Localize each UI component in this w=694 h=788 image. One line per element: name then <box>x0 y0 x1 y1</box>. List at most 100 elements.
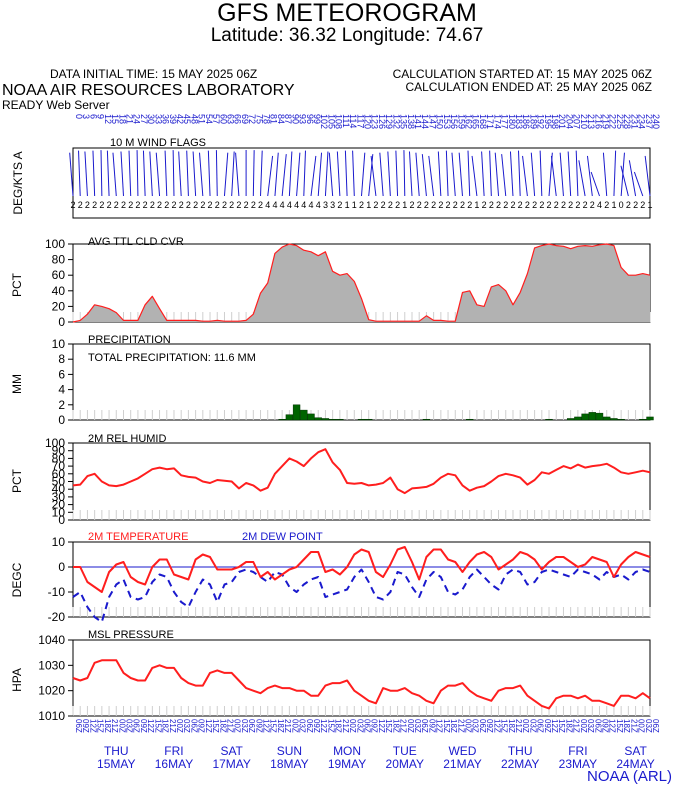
wind-flag <box>336 151 341 197</box>
wind-flag <box>215 150 218 197</box>
utc-hour-label: 21Z <box>572 719 581 733</box>
wind-speed-value: 2 <box>568 200 573 210</box>
utc-hour-label: 03Z <box>471 719 480 733</box>
utc-hour-label: 09Z <box>370 719 379 733</box>
utc-hour-label: 21Z <box>456 719 465 733</box>
location-subtitle: Latitude: 36.32 Longitude: 74.67 <box>210 25 484 46</box>
forecast-hour-label: 48 <box>189 114 199 124</box>
forecast-hour-label: 105 <box>326 114 336 129</box>
calculation-ended: CALCULATION ENDED AT: 25 MAY 2025 06Z <box>405 80 652 94</box>
y-tick-label: 70 <box>52 459 66 473</box>
wind-speed-value: 2 <box>337 200 342 210</box>
wind-flag <box>403 150 406 197</box>
utc-hour-label: 18Z <box>564 719 573 733</box>
dewpoint-point <box>216 601 218 603</box>
date-label: 21MAY <box>443 757 481 771</box>
forecast-hour-label: 147 <box>427 114 437 129</box>
utc-hour-label: 15Z <box>153 719 162 733</box>
forecast-hour-label: 183 <box>514 114 524 129</box>
wind-flag <box>501 154 507 197</box>
cloud-line <box>72 243 651 323</box>
utc-hour-label: 21Z <box>110 719 119 733</box>
wind-speed-value: 4 <box>294 200 299 210</box>
forecast-hour-label: 237 <box>644 114 654 129</box>
utc-hour-label: 12Z <box>435 719 444 733</box>
utc-hour-label: 06Z <box>132 719 141 733</box>
wind-flag <box>231 151 235 197</box>
utc-hour-label: 21Z <box>283 719 292 733</box>
utc-hour-label: 00Z <box>175 719 184 733</box>
day-label: MON <box>333 744 361 758</box>
wind-flag <box>458 152 463 197</box>
forecast-hour-label: 63 <box>225 114 235 124</box>
precip-bar <box>300 409 308 421</box>
utc-hour-label: 18Z <box>334 719 343 733</box>
forecast-hour-label: 228 <box>622 114 632 129</box>
wind-speed-value: 2 <box>114 200 119 210</box>
utc-hour-label: 06Z <box>247 719 256 733</box>
humidity-line <box>72 448 651 495</box>
wind-flag <box>361 152 366 197</box>
forecast-hour-label: 189 <box>528 114 538 129</box>
y-tick-label: 4 <box>58 383 65 397</box>
wind-flag <box>522 155 528 197</box>
dewpoint-point <box>375 596 377 598</box>
calculation-started: CALCULATION STARTED AT: 15 MAY 2025 06Z <box>392 67 652 81</box>
forecast-hour-label: 42 <box>175 114 185 124</box>
forecast-hour-label: 114 <box>348 114 358 128</box>
wind-flag <box>590 171 600 197</box>
wind-speed-value: 1 <box>402 200 407 210</box>
utc-hour-label: 00Z <box>521 719 530 733</box>
humid-panel-frame <box>72 442 651 521</box>
wind-speed-value: 2 <box>424 200 429 210</box>
forecast-hour-label: 198 <box>550 114 560 129</box>
wind-speed-value: 2 <box>208 200 213 210</box>
dewpoint-point <box>101 621 103 623</box>
forecast-hour-label: 204 <box>564 114 574 129</box>
humid-panel-title: 2M REL HUMID <box>88 433 166 445</box>
wind-speed-value: 2 <box>381 200 386 210</box>
precip-bar <box>595 412 604 421</box>
utc-hour-label: 03Z <box>644 719 653 733</box>
wind-flag <box>559 152 564 197</box>
total-precip-annotation: TOTAL PRECIPITATION: 11.6 MM <box>88 352 256 364</box>
utc-hour-label: 18Z <box>507 719 516 733</box>
utc-hour-label: 12Z <box>146 719 155 733</box>
y-tick-label: 0 <box>58 513 65 527</box>
wind-flag <box>575 150 579 197</box>
humid-axis-label: PCT <box>10 468 24 493</box>
dewpoint-point <box>144 596 146 598</box>
wind-flag <box>445 150 449 197</box>
forecast-hour-label: 174 <box>492 114 502 129</box>
forecast-hour-label: 51 <box>197 114 207 124</box>
y-tick-label: 8 <box>58 352 65 366</box>
forecast-hour-label: 159 <box>456 114 466 129</box>
precip-bar <box>328 418 337 421</box>
wind-flag <box>379 152 384 197</box>
forecast-hour-label: 165 <box>471 114 481 129</box>
cloud-panel-title: AVG TTL CLD CVR <box>88 236 184 248</box>
wind-flag <box>352 150 355 197</box>
forecast-hour-label: 18 <box>117 114 127 124</box>
utc-hour-label: 00Z <box>579 719 588 733</box>
precip-bar <box>646 416 654 421</box>
wind-flag <box>602 152 608 197</box>
y-tick-label: 2 <box>58 398 65 412</box>
utc-hour-label: 09Z <box>81 719 90 733</box>
wind-flag <box>628 160 637 197</box>
utc-hour-label: 12Z <box>204 719 213 733</box>
wind-flag <box>288 151 293 197</box>
utc-hour-label: 15Z <box>269 719 278 733</box>
wind-speed-value: 4 <box>316 200 321 210</box>
wind-flag <box>164 150 168 197</box>
forecast-hour-label: 213 <box>586 114 596 129</box>
wind-speed-value: 2 <box>554 200 559 210</box>
wind-speed-value: 1 <box>474 200 479 210</box>
date-label: 18MAY <box>270 757 308 771</box>
utc-hour-label: 00Z <box>463 719 472 733</box>
wind-speed-value: 3 <box>323 200 328 210</box>
forecast-hour-label: 117 <box>355 114 365 128</box>
wind-speed-value: 2 <box>99 200 104 210</box>
wind-flag <box>274 152 279 197</box>
wind-flag <box>310 155 317 197</box>
